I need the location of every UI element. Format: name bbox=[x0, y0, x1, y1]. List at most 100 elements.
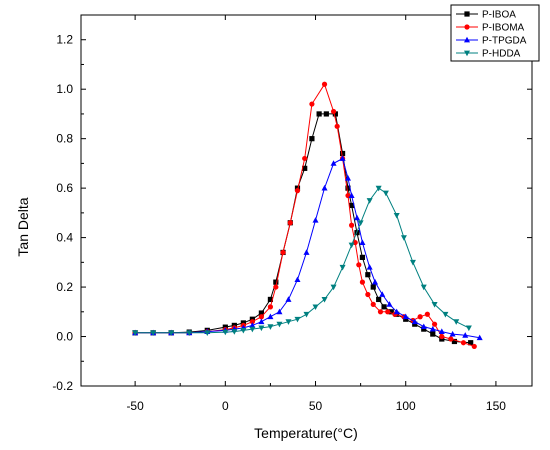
legend-label-p-iboa: P-IBOA bbox=[482, 10, 516, 21]
x-tick-label: 0 bbox=[222, 399, 229, 413]
legend-marker-p-iboma bbox=[464, 24, 470, 30]
data-point-p-tpgda bbox=[372, 278, 379, 285]
data-point-p-iboma bbox=[370, 301, 376, 307]
data-point-p-iboma bbox=[431, 321, 438, 327]
data-point-p-tpgda bbox=[249, 322, 256, 328]
data-point-p-hdda bbox=[330, 284, 337, 291]
data-point-p-hdda bbox=[258, 325, 265, 332]
legend-label-p-iboma: P-IBOMA bbox=[482, 23, 525, 34]
data-point-p-tpgda bbox=[312, 217, 319, 223]
legend-marker-p-hdda bbox=[464, 50, 470, 57]
data-point-p-hdda bbox=[132, 330, 139, 337]
data-point-p-tpgda bbox=[321, 184, 328, 191]
data-point-p-iboa bbox=[267, 296, 274, 303]
data-point-p-hdda bbox=[366, 198, 373, 204]
data-point-p-tpgda bbox=[294, 276, 301, 283]
data-point-p-hdda bbox=[357, 220, 364, 226]
data-point-p-tpgda bbox=[354, 214, 361, 221]
data-point-p-iboma bbox=[302, 155, 308, 162]
data-point-p-iboma bbox=[439, 333, 445, 340]
data-point-p-tpgda bbox=[386, 301, 393, 307]
data-point-p-iboa bbox=[376, 296, 382, 303]
data-point-p-tpgda bbox=[359, 239, 366, 245]
data-point-p-hdda bbox=[222, 329, 229, 336]
data-point-p-iboa bbox=[273, 279, 279, 285]
data-point-p-iboa bbox=[332, 111, 338, 117]
data-point-p-tpgda bbox=[339, 155, 346, 161]
axes bbox=[80, 14, 533, 387]
data-point-p-iboa bbox=[388, 309, 394, 315]
data-point-p-tpgda bbox=[276, 308, 283, 315]
data-point-p-iboma bbox=[267, 304, 274, 310]
data-point-p-hdda bbox=[294, 316, 301, 323]
y-tick-label: 0.8 bbox=[56, 132, 73, 146]
x-tick-label: 50 bbox=[309, 399, 323, 413]
data-point-p-iboa bbox=[403, 316, 409, 322]
data-point-p-hdda bbox=[231, 329, 238, 335]
x-tick-label: 100 bbox=[396, 399, 416, 413]
data-point-p-tpgda bbox=[402, 313, 409, 320]
y-tick-label: 1.2 bbox=[56, 33, 73, 47]
plot-frame bbox=[80, 14, 533, 387]
data-point-p-iboma bbox=[321, 81, 328, 87]
data-point-p-tpgda bbox=[344, 175, 351, 181]
data-point-p-iboma bbox=[448, 336, 454, 342]
data-point-p-tpgda bbox=[411, 318, 418, 325]
data-point-p-hdda bbox=[465, 325, 472, 332]
data-point-p-iboa bbox=[365, 272, 371, 278]
data-point-p-iboa bbox=[258, 310, 264, 316]
y-tick-label: 0.6 bbox=[56, 181, 73, 195]
data-point-p-iboa bbox=[349, 202, 355, 209]
data-point-p-hdda bbox=[375, 185, 382, 192]
x-tick-label: 150 bbox=[486, 399, 506, 413]
series-line-p-iboma bbox=[135, 83, 475, 347]
data-point-p-hdda bbox=[382, 190, 389, 197]
data-point-p-hdda bbox=[442, 311, 449, 318]
data-point-p-iboma bbox=[294, 188, 301, 194]
x-axis-title: Temperature(°C) bbox=[254, 425, 358, 441]
data-point-p-iboma bbox=[471, 343, 477, 350]
legend-label-p-tpgda: P-TPGDA bbox=[482, 36, 527, 47]
x-tick-label: -50 bbox=[126, 399, 144, 413]
data-point-p-iboma bbox=[287, 220, 293, 226]
data-point-p-tpgda bbox=[379, 291, 386, 297]
data-point-p-iboa bbox=[451, 338, 458, 345]
data-point-p-hdda bbox=[240, 327, 247, 334]
data-point-p-iboa bbox=[309, 136, 315, 142]
data-point-p-hdda bbox=[168, 330, 175, 337]
data-point-p-iboa bbox=[359, 254, 366, 260]
data-point-p-tpgda bbox=[267, 313, 274, 320]
data-point-p-hdda bbox=[393, 212, 400, 219]
data-point-p-hdda bbox=[204, 330, 211, 337]
legend-marker-p-iboa bbox=[464, 11, 470, 17]
y-tick-label: -0.2 bbox=[52, 379, 73, 393]
data-point-p-iboa bbox=[339, 150, 346, 157]
data-point-p-iboa bbox=[370, 284, 376, 290]
data-point-p-hdda bbox=[303, 311, 310, 318]
y-tick-label: 0.0 bbox=[56, 330, 73, 344]
data-point-p-iboma bbox=[309, 101, 315, 107]
data-point-p-tpgda bbox=[462, 332, 469, 338]
data-point-p-hdda bbox=[339, 264, 346, 271]
data-point-p-hdda bbox=[453, 319, 460, 325]
data-point-p-tpgda bbox=[429, 325, 436, 332]
data-point-p-iboa bbox=[345, 185, 351, 191]
data-point-p-hdda bbox=[150, 330, 157, 337]
data-point-p-hdda bbox=[431, 301, 438, 308]
data-point-p-hdda bbox=[348, 242, 355, 249]
data-point-p-iboma bbox=[460, 340, 467, 346]
y-tick-label: 1.0 bbox=[56, 82, 73, 96]
data-point-p-hdda bbox=[249, 326, 256, 333]
ticks: -50 0 50 100 150 -0.2 0.0 0.2 0.4 0.6 0.8 1.0 1.2 bbox=[52, 15, 532, 413]
data-point-p-iboma bbox=[417, 314, 423, 320]
data-point-p-iboma bbox=[273, 284, 279, 290]
data-point-p-iboa bbox=[421, 326, 427, 332]
data-point-p-tpgda bbox=[438, 328, 445, 334]
data-point-p-iboma bbox=[249, 319, 255, 325]
data-point-p-tpgda bbox=[449, 330, 456, 337]
data-point-p-tpgda bbox=[366, 264, 373, 270]
data-point-p-tpgda bbox=[285, 296, 292, 302]
data-point-p-tpgda bbox=[258, 318, 265, 325]
